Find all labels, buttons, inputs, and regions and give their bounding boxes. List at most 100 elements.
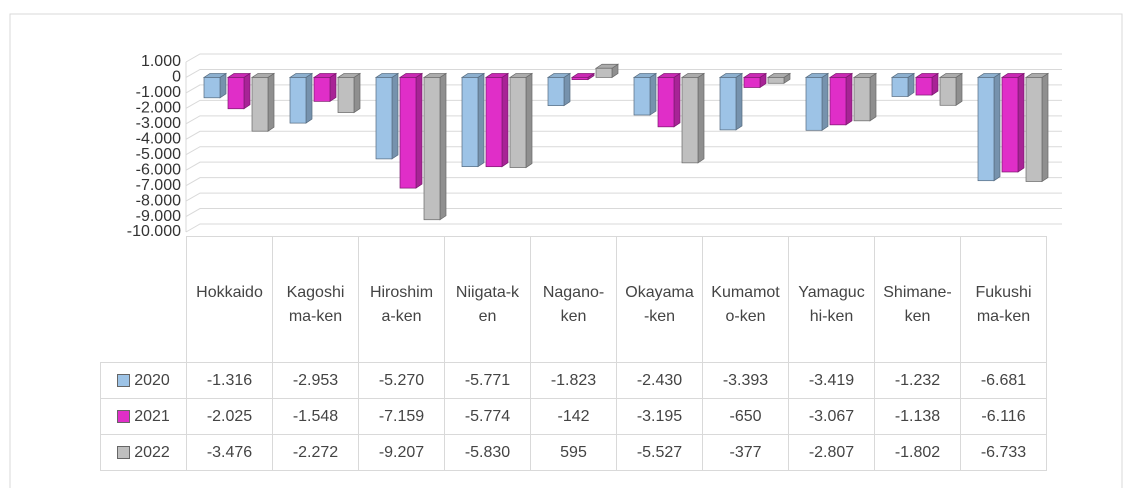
value-label: -2.953: [272, 362, 359, 399]
bar-side: [735, 72, 743, 131]
legend-entry: 2021: [100, 398, 187, 435]
bar: [461, 77, 479, 167]
bar-side: [993, 72, 1001, 182]
bar-side: [697, 72, 705, 164]
value-label: -6.116: [960, 398, 1047, 435]
value-label: -1.823: [530, 362, 617, 399]
grid-line: [185, 53, 1062, 63]
y-tick-label: -1.000: [136, 84, 181, 101]
value-label: -6.733: [960, 434, 1047, 471]
grid-line: [185, 115, 1062, 125]
value-label: -5.527: [616, 434, 703, 471]
value-label: -1.138: [874, 398, 961, 435]
bar: [251, 77, 269, 132]
bar: [939, 77, 957, 106]
bar-side: [353, 72, 361, 114]
legend-label: 2020: [134, 371, 170, 389]
value-label: -142: [530, 398, 617, 435]
bar: [681, 77, 699, 164]
value-label: -1.316: [186, 362, 273, 399]
category-label: Kumamoto-ken: [702, 236, 789, 363]
bar: [767, 77, 785, 84]
value-label: -1.802: [874, 434, 961, 471]
value-label: -5.830: [444, 434, 531, 471]
bar: [743, 77, 761, 88]
bar: [509, 77, 527, 168]
bar: [805, 77, 823, 131]
grid-line: [185, 192, 1062, 202]
value-label: -6.681: [960, 362, 1047, 399]
category-label: Hokkaido: [186, 236, 273, 363]
legend-key: [117, 374, 131, 387]
value-label: -2.025: [186, 398, 273, 435]
bar-side: [563, 72, 571, 107]
value-label: -3.419: [788, 362, 875, 399]
value-label: -3.195: [616, 398, 703, 435]
bar-side: [329, 72, 337, 103]
value-label: -1.548: [272, 398, 359, 435]
bar: [399, 77, 417, 189]
grid-line: [185, 84, 1062, 94]
bar: [423, 77, 441, 221]
bar-side: [415, 72, 423, 189]
grid-line: [185, 177, 1062, 187]
grid-line: [185, 68, 1062, 78]
y-tick-label: 1.000: [141, 53, 181, 70]
legend-label: 2022: [134, 443, 170, 461]
bar-side: [845, 72, 853, 126]
legend-entry: 2020: [100, 362, 187, 399]
bar-side: [477, 72, 485, 168]
y-tick-label: -8.000: [136, 192, 181, 209]
bar-side: [1041, 72, 1049, 183]
value-label: -2.430: [616, 362, 703, 399]
grid-line: [185, 146, 1062, 156]
bar-side: [439, 72, 447, 221]
bar: [977, 77, 995, 182]
bar-side: [1017, 72, 1025, 173]
bar: [915, 77, 933, 96]
bar: [547, 77, 565, 106]
grid-line: [185, 161, 1062, 171]
legend-entry: 2022: [100, 434, 187, 471]
bar: [375, 77, 393, 160]
category-label: Hiroshima-ken: [358, 236, 445, 363]
bar: [829, 77, 847, 126]
value-label: -5.771: [444, 362, 531, 399]
category-label: Niigata-ken: [444, 236, 531, 363]
bar-side: [955, 72, 963, 106]
y-tick-label: -7.000: [136, 177, 181, 194]
legend-key: [117, 410, 131, 423]
value-label: -3.067: [788, 398, 875, 435]
bar-side: [243, 72, 251, 110]
bar: [227, 77, 245, 110]
value-label: 595: [530, 434, 617, 471]
y-tick-label: -2.000: [136, 100, 181, 117]
category-label: Fukushima-ken: [960, 236, 1047, 363]
bar-side: [391, 72, 399, 160]
bar: [891, 77, 909, 97]
value-label: -3.476: [186, 434, 273, 471]
y-tick-label: -4.000: [136, 130, 181, 147]
category-label: Nagano-ken: [530, 236, 617, 363]
category-label: Yamaguchi-ken: [788, 236, 875, 363]
bar: [595, 67, 613, 78]
category-label: Okayama-ken: [616, 236, 703, 363]
bar: [313, 77, 331, 102]
grid-line: [185, 99, 1062, 109]
bar-side: [673, 72, 681, 128]
bar: [571, 77, 589, 80]
value-label: -5.774: [444, 398, 531, 435]
y-tick-label: -9.000: [136, 208, 181, 225]
value-label: -7.159: [358, 398, 445, 435]
bar: [853, 77, 871, 122]
y-tick-label: 0: [172, 69, 181, 86]
bar-side: [305, 72, 313, 124]
legend-label: 2021: [134, 407, 170, 425]
value-label: -2.272: [272, 434, 359, 471]
bar-side: [821, 72, 829, 131]
y-tick-label: -6.000: [136, 161, 181, 178]
bar: [289, 77, 307, 124]
grid-line: [185, 208, 1062, 217]
